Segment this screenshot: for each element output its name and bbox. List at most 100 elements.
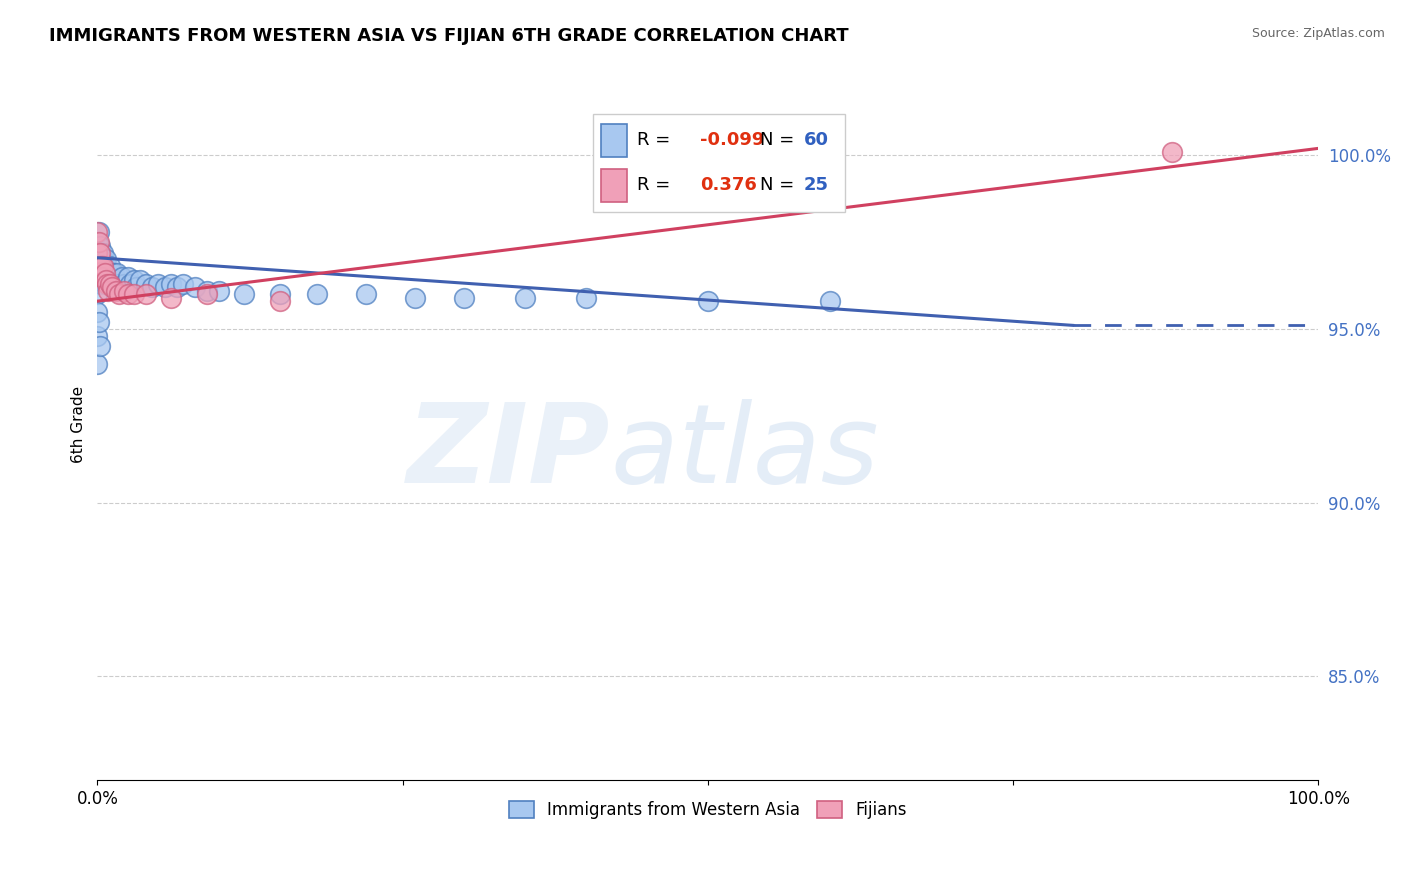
Text: 60: 60 [804, 131, 828, 149]
Point [87, 225, 110, 239]
Point [89, 245, 111, 260]
Point [89, 256, 111, 270]
Point [93, 260, 115, 274]
Point [105, 266, 128, 280]
Text: N =: N = [759, 131, 794, 149]
Point [153, 280, 176, 294]
Point [125, 280, 148, 294]
Point [91, 269, 114, 284]
Point [87, 315, 110, 329]
Point [89, 339, 111, 353]
Point [96, 263, 118, 277]
Point [89, 266, 111, 280]
Text: ZIP: ZIP [406, 400, 610, 507]
Point [101, 266, 124, 280]
Point [575, 291, 598, 305]
Point [93, 245, 115, 260]
Point [404, 291, 426, 305]
Point [91, 269, 114, 284]
Text: R =: R = [637, 177, 671, 194]
Point [135, 287, 157, 301]
Point [354, 287, 377, 301]
Point [89, 238, 111, 252]
Point [122, 273, 145, 287]
Point [98, 277, 121, 291]
Point [818, 294, 841, 309]
Point [135, 277, 157, 291]
Point [195, 284, 218, 298]
Point [112, 277, 135, 291]
Point [86, 329, 108, 343]
Point [94, 252, 117, 267]
Text: N =: N = [759, 177, 794, 194]
Point [90, 277, 112, 291]
Point [184, 280, 207, 294]
Point [86, 357, 108, 371]
Point [97, 284, 120, 298]
Point [86, 225, 108, 239]
Point [269, 287, 291, 301]
Point [208, 284, 231, 298]
Point [90, 263, 112, 277]
Point [93, 277, 115, 291]
Point [86, 287, 108, 301]
Point [108, 287, 131, 301]
Point [195, 287, 218, 301]
Point [104, 273, 127, 287]
Point [101, 280, 124, 294]
Point [172, 277, 194, 291]
Text: IMMIGRANTS FROM WESTERN ASIA VS FIJIAN 6TH GRADE CORRELATION CHART: IMMIGRANTS FROM WESTERN ASIA VS FIJIAN 6… [49, 27, 849, 45]
Point [269, 294, 291, 309]
Text: 0.376: 0.376 [700, 177, 756, 194]
Point [129, 273, 152, 287]
Point [94, 269, 117, 284]
Point [97, 273, 120, 287]
Point [232, 287, 254, 301]
Point [117, 287, 139, 301]
Point [120, 277, 142, 291]
Point [96, 277, 118, 291]
Point [90, 260, 112, 274]
Point [93, 266, 115, 280]
FancyBboxPatch shape [593, 113, 845, 212]
FancyBboxPatch shape [600, 169, 627, 202]
Point [87, 260, 110, 274]
Point [103, 273, 125, 287]
Point [307, 287, 329, 301]
Text: Source: ZipAtlas.com: Source: ZipAtlas.com [1251, 27, 1385, 40]
Point [86, 304, 108, 318]
Text: 25: 25 [804, 177, 828, 194]
Point [148, 277, 170, 291]
Point [91, 252, 114, 267]
Point [98, 260, 121, 274]
Point [90, 249, 112, 263]
Point [94, 273, 117, 287]
Point [104, 284, 127, 298]
Text: R =: R = [637, 131, 671, 149]
Point [86, 235, 108, 249]
Point [103, 266, 125, 280]
Point [108, 277, 131, 291]
Point [93, 266, 115, 280]
Text: -0.099: -0.099 [700, 131, 763, 149]
Point [141, 280, 163, 294]
Point [86, 245, 108, 260]
Point [111, 269, 134, 284]
Point [87, 235, 110, 249]
Point [696, 294, 718, 309]
Point [93, 260, 115, 274]
Point [513, 291, 536, 305]
Point [87, 260, 110, 274]
Y-axis label: 6th Grade: 6th Grade [72, 386, 86, 463]
Point [159, 277, 181, 291]
Legend: Immigrants from Western Asia, Fijians: Immigrants from Western Asia, Fijians [502, 794, 914, 825]
FancyBboxPatch shape [600, 124, 627, 157]
Point [87, 245, 110, 260]
Text: atlas: atlas [610, 400, 879, 507]
Point [122, 287, 145, 301]
Point [1160, 145, 1182, 159]
Point [112, 284, 135, 298]
Point [117, 269, 139, 284]
Point [166, 280, 188, 294]
Point [453, 291, 475, 305]
